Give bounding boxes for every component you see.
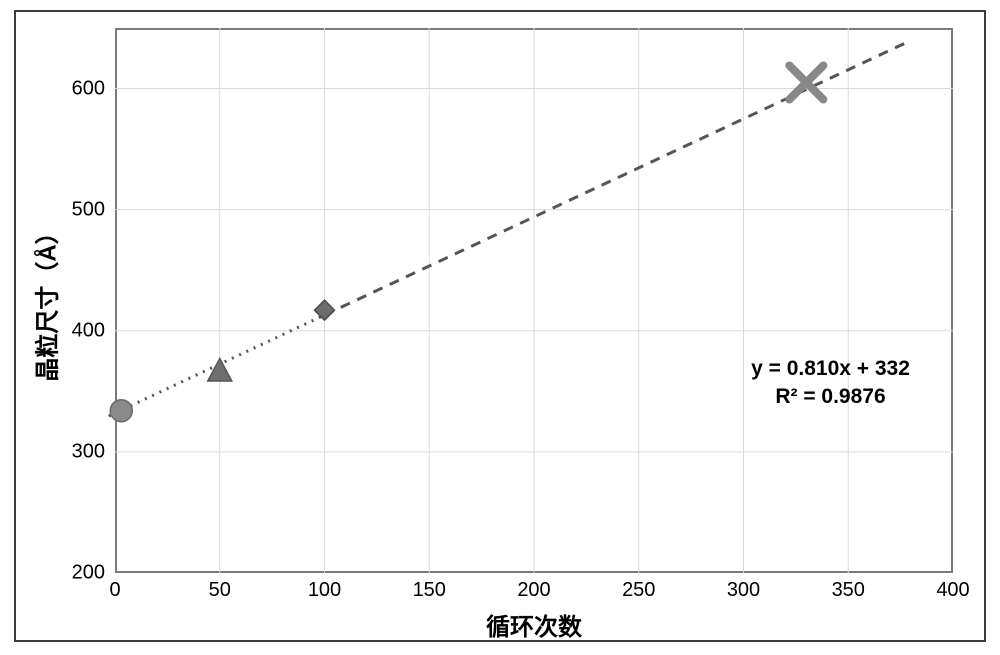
marker-circle xyxy=(110,400,132,422)
x-axis-label: 循环次数 xyxy=(486,607,582,642)
annotation-line1: y = 0.810x + 332 xyxy=(751,357,910,380)
marker-diamond xyxy=(315,300,335,320)
y-tick: 300 xyxy=(72,440,105,463)
x-tick: 400 xyxy=(936,579,969,602)
marker-x xyxy=(789,66,823,100)
y-tick: 400 xyxy=(72,319,105,342)
x-tick: 0 xyxy=(109,579,120,602)
x-tick: 250 xyxy=(622,579,655,602)
marker-triangle xyxy=(208,358,232,381)
data-markers xyxy=(115,28,953,573)
x-tick: 150 xyxy=(413,579,446,602)
x-tick: 100 xyxy=(308,579,341,602)
x-tick: 300 xyxy=(727,579,760,602)
y-axis-label: 晶粒尺寸（Å） xyxy=(28,220,63,381)
x-tick: 50 xyxy=(209,579,231,602)
y-tick: 500 xyxy=(72,198,105,221)
x-tick: 350 xyxy=(832,579,865,602)
regression-annotation: y = 0.810x + 332 R² = 0.9876 xyxy=(713,355,948,412)
y-tick: 600 xyxy=(72,77,105,100)
x-tick: 200 xyxy=(517,579,550,602)
y-tick: 200 xyxy=(72,562,105,585)
annotation-line2: R² = 0.9876 xyxy=(775,385,885,408)
